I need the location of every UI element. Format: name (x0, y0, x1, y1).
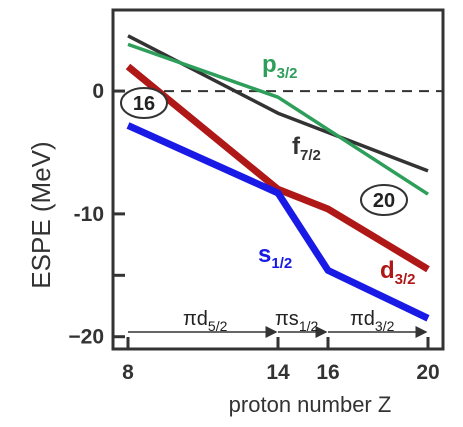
x-tick-label: 16 (316, 361, 339, 384)
series-line-d3-2 (125, 63, 430, 273)
x-tick-label: 20 (416, 361, 439, 384)
x-tick-label: 14 (266, 361, 290, 384)
series-label-s1-2: s1/2 (258, 241, 292, 272)
y-tick-label: −20 (68, 326, 104, 349)
y-axis-title: ESPE (MeV) (26, 141, 56, 288)
series-label-d3-2: d3/2 (380, 257, 416, 288)
y-tick-label: 0 (92, 80, 104, 103)
magic-number-label: 20 (373, 190, 395, 212)
magic-number-label: 16 (133, 93, 155, 115)
x-axis-title: proton number Z (229, 392, 392, 417)
series-label-p3-2: p3/2 (262, 51, 298, 82)
series-label-f7-2: f7/2 (292, 133, 321, 164)
y-tick-label: -10 (74, 203, 104, 226)
orbital-label: πs1/2 (275, 308, 318, 334)
series-line-p3-2 (127, 42, 429, 196)
x-tick-label: 8 (122, 361, 134, 384)
magic-number-ring (120, 87, 168, 119)
magic-number-ring (360, 184, 408, 216)
series-line-s1-2 (126, 122, 430, 322)
orbital-label: πd3/2 (350, 308, 395, 334)
orbital-label: πd5/2 (183, 308, 228, 334)
